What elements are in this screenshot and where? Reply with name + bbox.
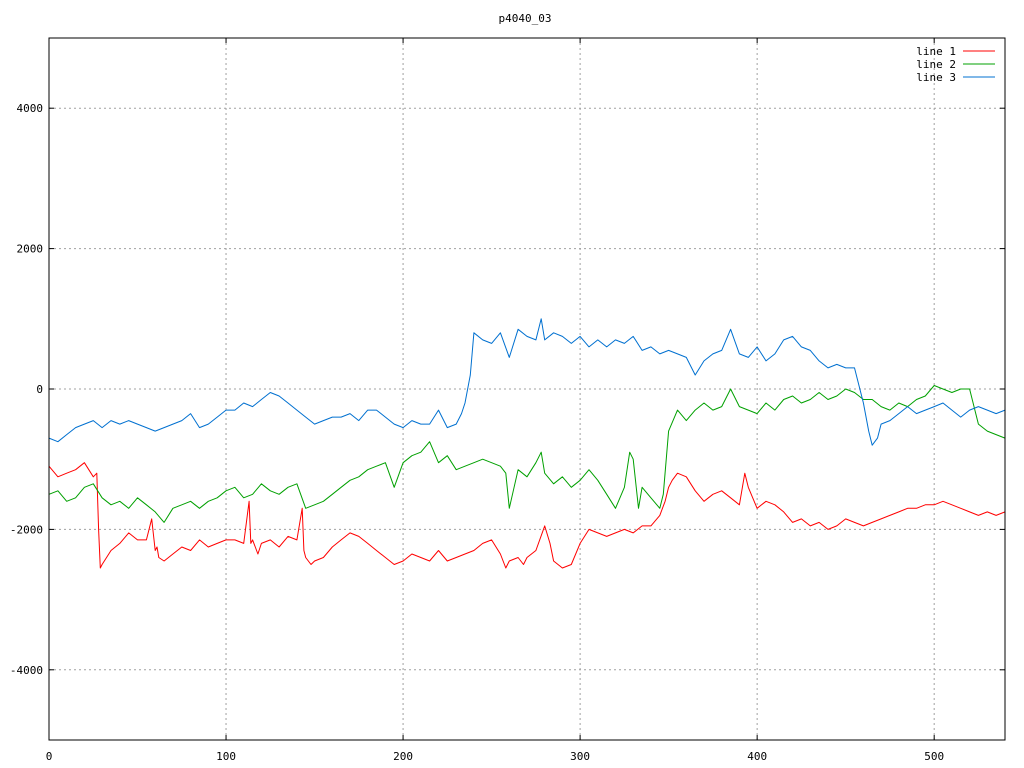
x-tick-label: 300 <box>570 750 590 763</box>
axis-ticks: 0 100 200 300 400 500 -4000 -2000 0 2000 4000 <box>10 38 1005 763</box>
x-tick-label: 100 <box>216 750 236 763</box>
series-line-1 <box>48 462 1006 569</box>
series-line-3 <box>48 318 1006 446</box>
x-tick-label: 0 <box>46 750 53 763</box>
legend-label-3: line 3 <box>916 71 956 84</box>
x-tick-label: 200 <box>393 750 413 763</box>
y-tick-label: -4000 <box>10 664 43 677</box>
y-tick-label: 4000 <box>17 102 44 115</box>
legend-label-2: line 2 <box>916 58 956 71</box>
x-tick-label: 400 <box>747 750 767 763</box>
chart-title: p4040_03 <box>499 12 552 25</box>
y-tick-label: -2000 <box>10 523 43 536</box>
y-tick-label: 2000 <box>17 243 44 256</box>
series-line-2 <box>48 385 1006 523</box>
plot-frame <box>48 37 1006 741</box>
legend-label-1: line 1 <box>916 45 956 58</box>
grid <box>49 38 1005 740</box>
y-tick-label: 0 <box>36 383 43 396</box>
series-group <box>48 318 1006 569</box>
x-tick-label: 500 <box>924 750 944 763</box>
